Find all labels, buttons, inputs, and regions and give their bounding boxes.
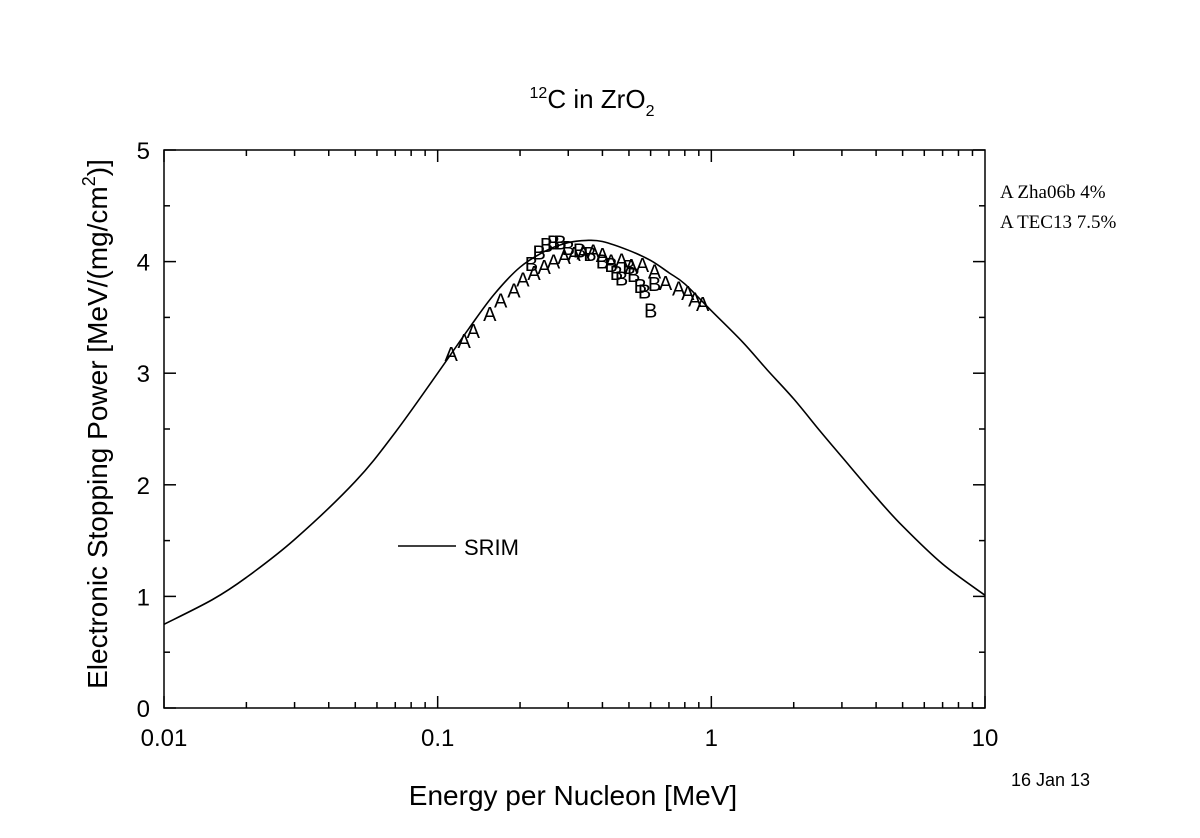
data-point-tec13: B xyxy=(622,257,635,279)
axis-tick-labels: 0.01 0.1 1 10 0 1 2 3 4 5 xyxy=(137,138,999,752)
data-point-zha06b: A xyxy=(648,262,662,284)
series-line-srim xyxy=(163,239,986,626)
data-point-tec13: B xyxy=(627,265,640,287)
curve-label-srim: SRIM xyxy=(464,535,519,560)
data-point-zha06b: A xyxy=(672,278,686,300)
data-point-tec13: B xyxy=(634,276,647,298)
data-point-zha06b: A xyxy=(458,331,472,353)
data-point-tec13: B xyxy=(562,238,575,260)
y-tick-label: 5 xyxy=(137,138,150,165)
data-point-tec13: B xyxy=(573,240,586,262)
y-tick-label: 3 xyxy=(137,361,150,388)
data-point-zha06b: A xyxy=(547,252,561,274)
y-tick-label: 1 xyxy=(137,584,150,611)
data-point-zha06b: A xyxy=(659,273,673,295)
axis-ticks xyxy=(163,149,986,709)
data-point-tec13: B xyxy=(525,254,538,276)
y-tick-label: 0 xyxy=(137,696,150,723)
chart-title: 12C in ZrO2 xyxy=(530,84,655,120)
data-point-zha06b: A xyxy=(696,294,710,316)
data-point-zha06b: A xyxy=(688,290,702,312)
data-point-zha06b: A xyxy=(558,247,572,269)
title-subscript: 2 xyxy=(646,103,655,120)
x-tick-label: 0.1 xyxy=(421,725,454,752)
legend: A Zha06b 4% A TEC13 7.5% xyxy=(1000,182,1116,233)
data-point-tec13: B xyxy=(583,244,596,266)
y-axis-label: Electronic Stopping Power [MeV/(mg/cm2)] xyxy=(79,159,113,689)
data-point-tec13: B xyxy=(644,301,657,323)
x-tick-label: 10 xyxy=(972,725,999,752)
data-point-tec13: B xyxy=(547,233,560,255)
data-point-zha06b: A xyxy=(507,281,521,303)
y-axis-label-main: Electronic Stopping Power [MeV/(mg/cm xyxy=(82,186,113,689)
y-tick-label: 4 xyxy=(137,250,150,277)
data-point-tec13: B xyxy=(615,268,628,290)
data-point-tec13: B xyxy=(638,282,651,304)
data-point-tec13: B xyxy=(648,274,661,296)
data-point-zha06b: A xyxy=(483,304,497,326)
data-point-zha06b: A xyxy=(681,283,695,305)
data-point-zha06b: A xyxy=(444,344,458,366)
data-point-zha06b: A xyxy=(537,257,551,279)
y-axis-label-superscript: 2 xyxy=(79,176,99,186)
x-tick-label: 0.01 xyxy=(141,725,188,752)
data-point-zha06b: A xyxy=(527,263,541,285)
data-point-tec13: B xyxy=(553,233,566,255)
data-point-zha06b: A xyxy=(516,269,530,291)
data-point-zha06b: A xyxy=(604,252,618,274)
date-stamp: 16 Jan 13 xyxy=(1011,770,1090,790)
data-point-tec13: B xyxy=(604,255,617,277)
data-point-zha06b: A xyxy=(576,243,590,265)
data-point-tec13: B xyxy=(610,263,623,285)
data-point-zha06b: A xyxy=(467,321,481,343)
title-mass-number: 12 xyxy=(530,85,548,102)
title-main: C in ZrO xyxy=(547,84,645,114)
data-point-tec13: B xyxy=(596,252,609,274)
plot-frame xyxy=(163,149,986,709)
data-point-zha06b: A xyxy=(586,242,600,264)
data-point-zha06b: A xyxy=(636,255,650,277)
y-tick-label: 2 xyxy=(137,473,150,500)
data-point-zha06b: A xyxy=(625,256,639,278)
data-point-tec13: B xyxy=(533,243,546,265)
data-point-tec13: B xyxy=(540,235,553,257)
legend-entry-tec13: A TEC13 7.5% xyxy=(1000,212,1116,233)
data-point-zha06b: A xyxy=(615,250,629,272)
y-axis-label-end: )] xyxy=(82,159,113,176)
x-axis-label: Energy per Nucleon [MeV] xyxy=(409,780,737,811)
data-point-zha06b: A xyxy=(494,291,508,313)
x-tick-label: 1 xyxy=(705,725,718,752)
data-point-zha06b: A xyxy=(567,244,581,266)
legend-entry-zha06b: A Zha06b 4% xyxy=(1000,182,1106,203)
data-point-zha06b: A xyxy=(596,245,610,267)
